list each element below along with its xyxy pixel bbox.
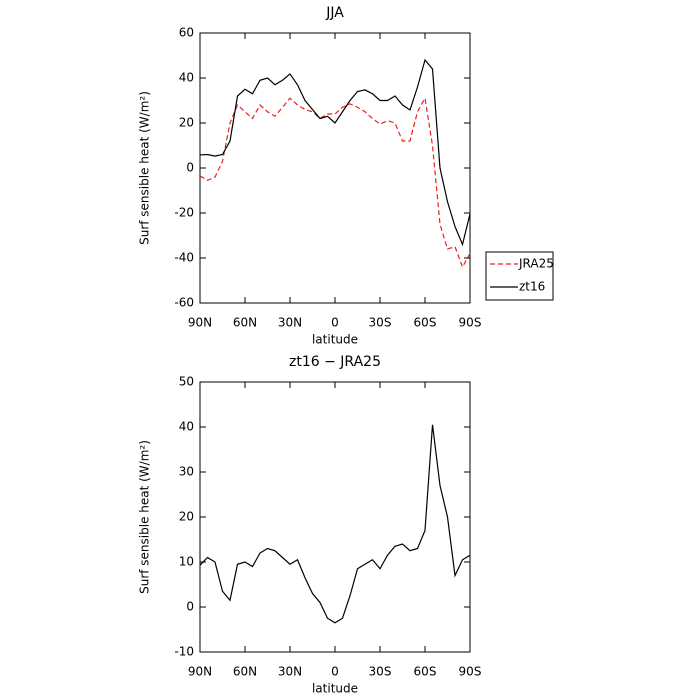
y-tick-label: -60 [174, 296, 194, 310]
x-tick-label: 30N [278, 665, 302, 679]
x-tick-label: 0 [331, 665, 339, 679]
x-tick-label: 60S [414, 665, 437, 679]
x-tick-label: 30N [278, 316, 302, 330]
y-tick-label: 20 [179, 116, 194, 130]
y-axis-label: Surf sensible heat (W/m²) [138, 91, 152, 245]
x-tick-label: 90N [188, 665, 212, 679]
legend-label: JRA25 [518, 257, 554, 271]
x-tick-label: 60N [233, 316, 257, 330]
x-tick-label: 60S [414, 316, 437, 330]
x-tick-label: 30S [369, 665, 392, 679]
y-axis-label: Surf sensible heat (W/m²) [138, 440, 152, 594]
y-tick-label: 20 [179, 510, 194, 524]
x-axis-label: latitude [312, 333, 358, 347]
y-tick-label: 0 [186, 161, 194, 175]
x-tick-label: 0 [331, 316, 339, 330]
chart-title: zt16 − JRA25 [289, 354, 381, 370]
y-tick-label: 50 [179, 375, 194, 389]
x-tick-label: 30S [369, 316, 392, 330]
y-tick-label: -40 [174, 251, 194, 265]
data-line [199, 424, 471, 624]
y-tick-label: 40 [179, 71, 194, 85]
x-tick-label: 90N [188, 316, 212, 330]
y-tick-label: 10 [179, 555, 194, 569]
data-line [199, 58, 471, 247]
plot-frame [199, 32, 471, 304]
x-axis-label: latitude [312, 682, 358, 696]
plot-frame [199, 381, 471, 653]
y-tick-label: 40 [179, 420, 194, 434]
x-tick-label: 60N [233, 665, 257, 679]
y-tick-label: 0 [186, 600, 194, 614]
y-tick-label: 60 [179, 26, 194, 40]
y-tick-label: -20 [174, 206, 194, 220]
y-tick-label: -10 [174, 645, 194, 659]
x-tick-label: 90S [459, 665, 482, 679]
legend-box [485, 251, 554, 301]
legend-label: zt16 [519, 280, 545, 294]
chart-title: JJA [325, 5, 344, 21]
x-tick-label: 90S [459, 316, 482, 330]
y-tick-label: 30 [179, 465, 194, 479]
